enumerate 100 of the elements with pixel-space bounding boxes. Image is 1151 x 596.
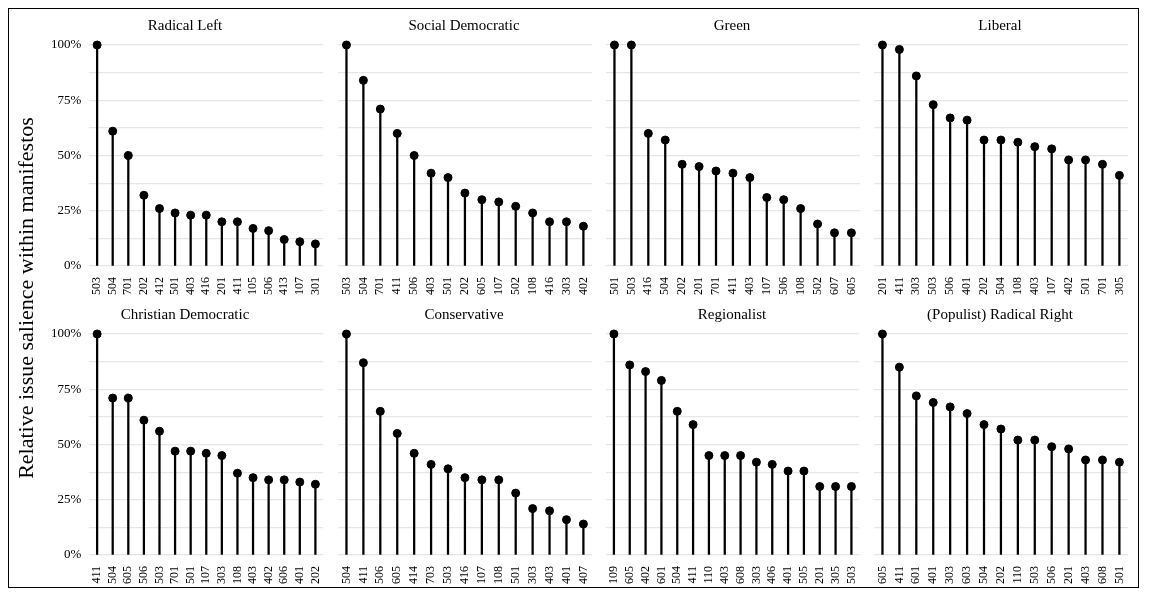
point — [92, 40, 102, 50]
x-tick-label: 503 — [151, 566, 166, 584]
point — [264, 226, 274, 236]
point — [310, 239, 320, 249]
point — [201, 210, 211, 220]
x-tick-label: 403 — [716, 566, 731, 584]
chart-title: Christian Democratic — [120, 305, 250, 322]
y-tick-label: 0% — [63, 257, 82, 273]
y-tick-label: 50% — [57, 146, 82, 162]
point — [1047, 442, 1057, 452]
point — [578, 519, 588, 529]
x-tick-label: 506 — [775, 277, 790, 295]
x-tick-label: 506 — [136, 566, 151, 584]
x-tick-label: 411 — [89, 566, 104, 584]
x-tick-label: 201 — [691, 277, 706, 295]
point — [528, 504, 538, 514]
x-tick-label: 411 — [229, 277, 244, 295]
x-tick-label: 503 — [843, 566, 858, 584]
point — [217, 217, 227, 227]
point — [1030, 142, 1040, 152]
point — [295, 237, 305, 247]
point — [477, 475, 487, 485]
point — [1064, 155, 1074, 165]
y-tick-label: 100% — [50, 36, 82, 52]
point — [979, 135, 989, 145]
x-tick-label: 107 — [198, 566, 213, 584]
point — [767, 459, 777, 469]
point — [528, 208, 538, 218]
point — [123, 393, 133, 403]
x-tick-label: 303 — [558, 277, 573, 295]
point — [123, 151, 133, 160]
point — [375, 104, 385, 114]
point — [232, 217, 242, 227]
point — [928, 398, 938, 408]
point — [751, 457, 761, 467]
chart-title: Conservative — [424, 305, 504, 322]
x-tick-label: 504 — [104, 566, 119, 584]
point — [248, 473, 258, 483]
point — [494, 475, 504, 485]
point — [711, 166, 721, 176]
x-tick-label: 503 — [338, 277, 353, 295]
x-tick-label: 108 — [524, 277, 539, 295]
x-tick-label: 506 — [406, 277, 421, 295]
x-tick-label: 202 — [136, 277, 151, 295]
chart-title: Radical Left — [147, 16, 224, 33]
x-tick-label: 414 — [406, 566, 421, 584]
point — [688, 420, 698, 430]
x-tick-label: 416 — [198, 277, 213, 295]
point — [92, 329, 102, 339]
x-tick-label: 401 — [558, 566, 573, 584]
x-tick-label: 416 — [541, 277, 556, 295]
x-tick-label: 105 — [245, 277, 260, 295]
x-tick-label: 413 — [276, 277, 291, 295]
point — [186, 210, 196, 220]
chart-title: Green — [713, 16, 751, 33]
x-tick-label: 605 — [843, 277, 858, 295]
x-tick-label: 416 — [640, 277, 655, 295]
x-tick-label: 606 — [276, 566, 291, 584]
point — [962, 115, 972, 125]
point — [264, 475, 274, 485]
x-tick-label: 202 — [457, 277, 472, 295]
point — [656, 375, 666, 385]
x-tick-label: 411 — [685, 566, 700, 584]
point — [341, 40, 351, 50]
x-tick-label: 301 — [307, 277, 322, 295]
x-tick-label: 107 — [758, 277, 773, 295]
x-tick-label: 411 — [355, 566, 370, 584]
x-tick-label: 501 — [1111, 566, 1126, 584]
point — [672, 406, 682, 416]
x-tick-label: 303 — [908, 277, 923, 295]
point — [295, 477, 305, 487]
point — [694, 162, 704, 172]
x-tick-label: 305 — [1111, 277, 1126, 295]
point — [720, 451, 730, 461]
point — [108, 393, 118, 403]
point — [643, 128, 653, 138]
x-tick-label: 402 — [260, 566, 275, 584]
x-tick-label: 403 — [1026, 277, 1041, 295]
x-tick-label: 411 — [891, 277, 906, 295]
x-tick-label: 110 — [1010, 566, 1025, 584]
x-tick-label: 703 — [423, 566, 438, 584]
point — [894, 44, 904, 54]
x-tick-label: 403 — [541, 566, 556, 584]
point — [728, 168, 738, 178]
point — [1064, 444, 1074, 454]
x-tick-label: 401 — [780, 566, 795, 584]
x-tick-label: 407 — [575, 566, 590, 584]
x-tick-label: 605 — [120, 566, 135, 584]
point — [443, 464, 453, 474]
x-tick-label: 605 — [874, 566, 889, 584]
x-tick-label: 201 — [214, 277, 229, 295]
chart-title: Social Democratic — [408, 16, 520, 33]
point — [279, 234, 289, 244]
x-tick-label: 411 — [389, 277, 404, 295]
point — [783, 466, 793, 476]
point — [545, 217, 555, 227]
point — [1081, 455, 1091, 465]
x-tick-label: 403 — [742, 277, 757, 295]
point — [779, 195, 789, 205]
point — [677, 159, 687, 169]
